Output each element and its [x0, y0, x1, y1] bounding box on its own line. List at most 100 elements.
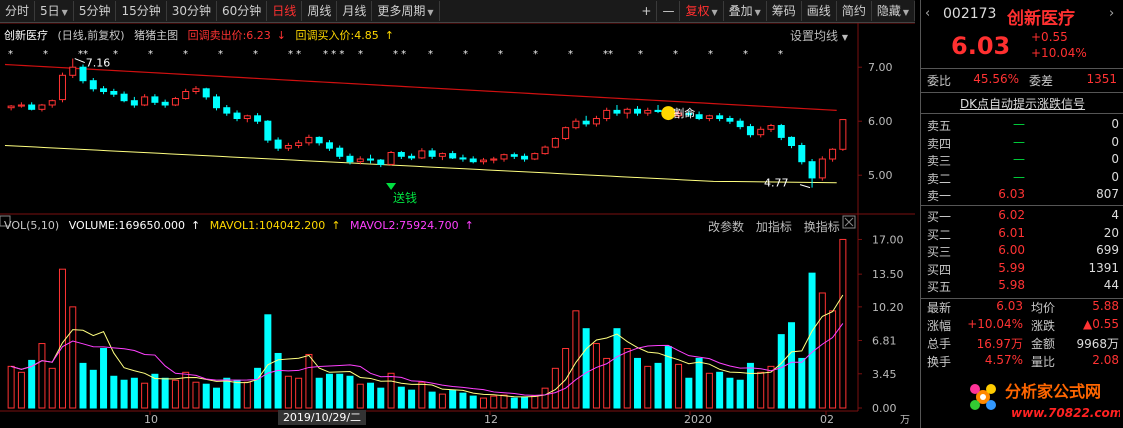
volume-bar	[634, 357, 641, 409]
period-tab-6[interactable]: 日线	[267, 1, 303, 21]
x-tick-label: 02	[820, 413, 834, 426]
candle-body	[367, 158, 375, 161]
swap-indicator-button[interactable]: 换指标	[803, 220, 840, 234]
candle-body	[346, 155, 354, 163]
kline-indicator[interactable]: 猪猪主图	[134, 29, 179, 42]
volume-bar	[788, 322, 796, 409]
candle-body	[592, 118, 600, 125]
volume-bar	[675, 363, 683, 409]
chevron-right-icon[interactable]: ›	[1109, 6, 1115, 21]
period-tab-5-label: 60分钟	[222, 4, 262, 18]
candle-body	[438, 153, 446, 157]
period-tab-8[interactable]: 月线	[337, 1, 373, 21]
candle-body	[808, 161, 816, 179]
ask-row: 卖二 — 0	[921, 170, 1123, 187]
high-pointer	[74, 58, 85, 64]
candle-body	[120, 93, 128, 102]
vol-indicator-name: VOL(5,10)	[4, 219, 60, 232]
weicha-label: 委差	[1029, 74, 1054, 88]
volume-bar	[130, 377, 138, 409]
candle-body	[7, 105, 15, 109]
candle-body	[182, 91, 190, 100]
stat-value: 4.57%	[984, 353, 1023, 367]
period-tab-3[interactable]: 15分钟	[116, 1, 167, 21]
candle-body	[531, 153, 539, 160]
signal-star: *	[533, 49, 538, 60]
logo-url: www.70822.com	[1011, 406, 1120, 420]
chevron-left-icon[interactable]: ‹	[925, 6, 931, 21]
level-price: 5.98	[998, 278, 1025, 293]
volume-bar	[264, 314, 272, 409]
buy-arrow-icon: ↑	[384, 29, 394, 42]
candle-body	[100, 88, 108, 93]
stat-value: +10.04%	[967, 317, 1023, 331]
volume-bar	[38, 343, 46, 409]
signal-star: *	[358, 49, 363, 60]
quote-panel: ‹ 002173 创新医疗 › 6.03 +0.55 +10.04% 委比 45…	[920, 0, 1123, 428]
tool-button-0[interactable]: +	[636, 1, 658, 21]
candle-body	[551, 137, 559, 148]
candle-body	[284, 145, 292, 149]
signal-star: *	[113, 49, 118, 60]
signal-star: *	[778, 49, 783, 60]
tool-button-2[interactable]: 复权 ▼	[680, 1, 724, 21]
volume-bar	[490, 395, 498, 409]
volume-bar	[367, 382, 375, 409]
tool-button-6[interactable]: 简约	[837, 1, 872, 21]
candle-body	[130, 100, 138, 106]
dk-signal-link[interactable]: DK点自动提示涨跌信号	[959, 97, 1086, 111]
divider	[921, 298, 1123, 299]
period-tab-1[interactable]: 5日 ▼	[35, 1, 74, 21]
level-volume: 4	[1111, 208, 1119, 222]
volume-bar	[829, 310, 837, 409]
volume-bar	[305, 353, 313, 409]
volume-bar	[202, 383, 210, 409]
tool-button-7[interactable]: 隐藏 ▼	[872, 1, 915, 21]
candle-body	[685, 112, 693, 116]
volume-unit-label: 万	[900, 415, 910, 426]
volume-bar	[274, 352, 282, 409]
tool-button-1[interactable]: —	[657, 1, 681, 21]
current-price: 6.03	[951, 32, 1011, 60]
volume-bar	[654, 362, 662, 409]
candle-body	[387, 152, 395, 165]
add-indicator-button[interactable]: 加指标	[755, 220, 792, 234]
candle-body	[829, 148, 837, 160]
sell-signal-label: 割命	[673, 106, 695, 120]
candle-body	[89, 80, 97, 90]
tool-button-5[interactable]: 画线	[802, 1, 837, 21]
period-tab-1-label: 5日	[40, 4, 60, 18]
period-tab-4[interactable]: 30分钟	[167, 1, 218, 21]
period-tab-9[interactable]: 更多周期 ▼	[372, 1, 440, 21]
signal-star: *	[463, 49, 468, 60]
edit-params-button[interactable]: 改参数	[708, 220, 745, 234]
tool-button-4[interactable]: 筹码	[767, 1, 802, 21]
stock-code: 002173	[943, 6, 997, 22]
candle-body	[428, 150, 436, 157]
chevron-down-icon: ▼	[427, 8, 434, 17]
period-tab-7[interactable]: 周线	[302, 1, 338, 21]
site-logo: 分析家公式网 www.70822.com	[970, 382, 1120, 420]
kline-chart[interactable]: 7.00 6.00 5.00 17.00 13.50 10.20 6.81 3.45 0.00 *…	[0, 23, 915, 428]
tool-button-2-label: 复权	[685, 4, 710, 18]
candle-body	[644, 109, 652, 114]
flower-logo-icon	[970, 384, 996, 410]
tool-button-3[interactable]: 叠加 ▼	[724, 1, 767, 21]
period-tab-0[interactable]: 分时	[0, 1, 36, 21]
mavol2-line	[10, 323, 844, 396]
period-tab-4-label: 30分钟	[171, 4, 212, 18]
period-tab-5[interactable]: 60分钟	[217, 1, 268, 21]
volume-bar	[818, 292, 826, 409]
volume-bar	[613, 328, 621, 409]
candle-body	[623, 108, 631, 114]
stats-row: 换手 4.57% 量比 2.08	[921, 353, 1123, 370]
volume-bar	[69, 306, 77, 409]
period-tab-2[interactable]: 5分钟	[74, 1, 117, 21]
period-tab-2-label: 5分钟	[78, 4, 111, 18]
volume-bar	[510, 397, 518, 409]
ma-setting-button[interactable]: 设置均线 ▼	[790, 27, 848, 44]
stat-label: 均价	[1031, 301, 1056, 315]
tool-button-7-label: 隐藏	[876, 4, 901, 18]
pane-collapse-icon	[0, 215, 11, 227]
volume-bar	[346, 375, 354, 409]
